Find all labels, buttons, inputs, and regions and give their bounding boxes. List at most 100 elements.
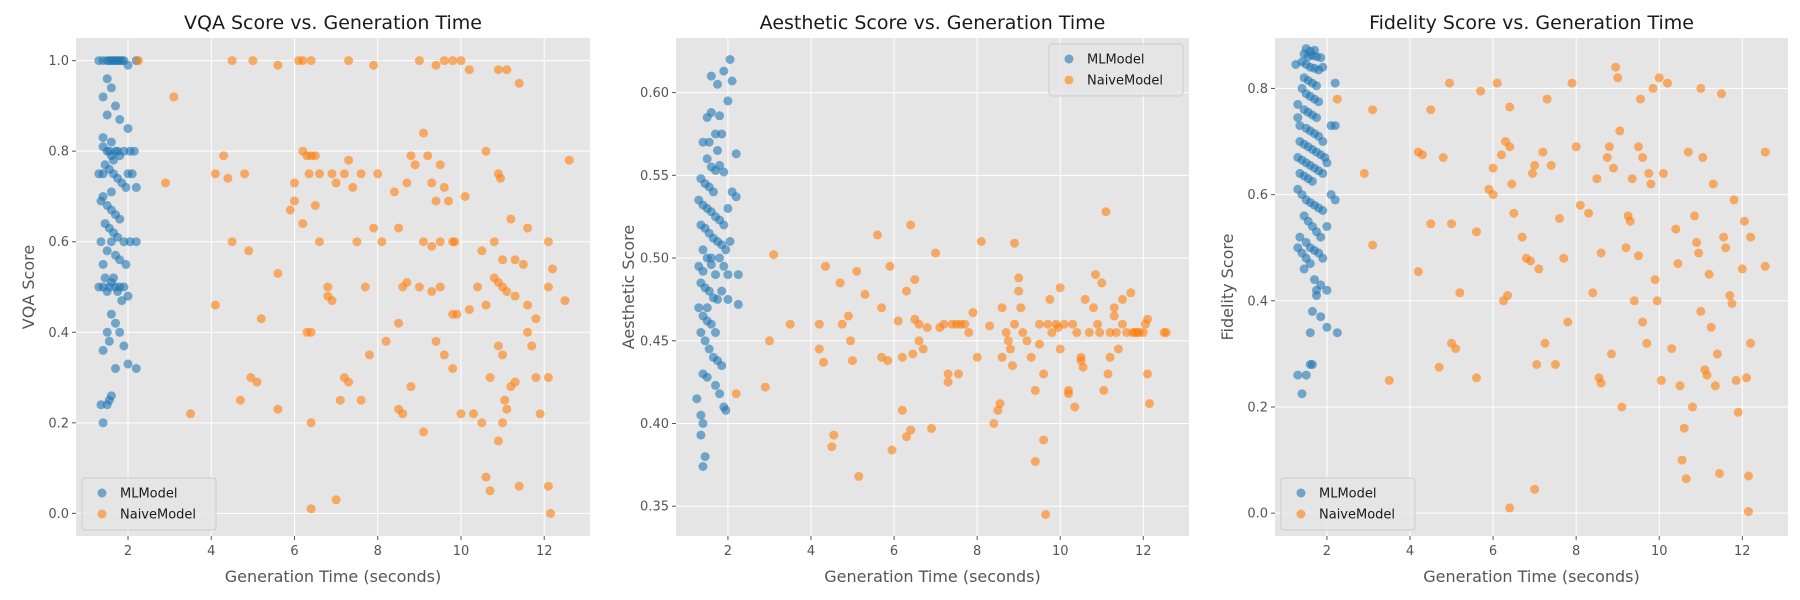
- data-point: [127, 169, 137, 179]
- data-point: [102, 246, 112, 256]
- data-point: [98, 133, 108, 143]
- data-point: [1646, 179, 1656, 189]
- data-point: [1588, 288, 1598, 298]
- data-point: [1322, 285, 1332, 295]
- data-point: [119, 146, 129, 156]
- data-point: [698, 137, 708, 147]
- data-point: [119, 237, 129, 247]
- x-tick-label: 2: [124, 544, 132, 559]
- data-point: [964, 328, 974, 337]
- data-point: [106, 83, 116, 93]
- data-point: [1118, 319, 1127, 329]
- data-point: [339, 169, 349, 179]
- data-point: [1426, 219, 1436, 229]
- legend-label: NaiveModel: [1319, 508, 1395, 523]
- data-point: [1729, 195, 1739, 205]
- data-point: [431, 60, 441, 70]
- data-point: [893, 316, 903, 326]
- data-point: [960, 319, 970, 329]
- data-point: [560, 296, 570, 306]
- y-tick-label: 0.6: [48, 235, 69, 250]
- data-point: [315, 237, 324, 247]
- data-point: [119, 341, 129, 351]
- chart-panel-3: 2 4 6 8 10 12 0.0 0.2 0.4 0.6 0.8 Fidelity Score vs…: [1218, 12, 1788, 586]
- data-point: [1629, 296, 1639, 306]
- y-axis-label: Aesthetic Score: [619, 225, 638, 350]
- data-point: [1039, 435, 1049, 445]
- data-point: [344, 155, 354, 165]
- data-point: [733, 270, 743, 280]
- data-point: [1080, 294, 1090, 304]
- data-point: [1744, 471, 1753, 481]
- data-point: [356, 169, 366, 179]
- y-tick-label: 0.35: [640, 500, 669, 515]
- data-point: [381, 336, 391, 346]
- data-point: [109, 155, 118, 165]
- data-point: [1704, 269, 1714, 279]
- data-point: [1293, 99, 1303, 109]
- data-point: [1059, 319, 1069, 329]
- y-tick-label: 0.8: [1247, 82, 1268, 97]
- data-point: [843, 311, 853, 321]
- data-point: [1332, 328, 1342, 338]
- data-point: [435, 282, 445, 292]
- x-tick-label: 4: [807, 544, 815, 559]
- data-point: [731, 389, 741, 399]
- x-tick-label: 2: [1323, 544, 1331, 559]
- y-tick-label: 0.60: [640, 86, 669, 101]
- data-point: [719, 167, 729, 177]
- data-point: [1617, 402, 1627, 412]
- data-point: [493, 436, 503, 446]
- data-point: [435, 237, 445, 247]
- data-point: [706, 319, 716, 329]
- data-point: [887, 445, 897, 455]
- data-point: [698, 419, 708, 428]
- data-point: [1746, 338, 1756, 348]
- data-point: [394, 318, 404, 328]
- data-point: [1584, 208, 1594, 218]
- data-point: [835, 278, 845, 288]
- data-point: [186, 409, 195, 419]
- x-axis-label: Generation Time (seconds): [824, 567, 1040, 586]
- data-point: [115, 214, 125, 224]
- y-tick-label: 0.2: [1247, 400, 1268, 415]
- data-point: [1650, 275, 1660, 285]
- y-tick-label: 0.6: [1247, 188, 1268, 203]
- data-point: [1710, 381, 1720, 391]
- data-point: [1035, 319, 1044, 329]
- data-point: [419, 237, 428, 247]
- data-point: [723, 294, 733, 304]
- data-point: [1316, 53, 1326, 63]
- x-tick-label: 6: [1489, 544, 1497, 559]
- data-point: [1634, 142, 1643, 152]
- data-point: [535, 409, 545, 419]
- data-point: [1509, 208, 1519, 218]
- data-point: [523, 223, 533, 233]
- data-point: [908, 349, 918, 359]
- data-point: [704, 286, 714, 296]
- data-point: [927, 424, 936, 433]
- data-point: [1008, 361, 1017, 371]
- data-point: [852, 266, 862, 276]
- data-point: [1546, 160, 1556, 170]
- data-point: [402, 178, 412, 188]
- data-point: [502, 404, 512, 414]
- data-point: [1550, 360, 1560, 369]
- data-point: [1727, 299, 1737, 308]
- data-point: [1014, 273, 1024, 283]
- data-point: [733, 299, 743, 309]
- data-point: [435, 160, 445, 170]
- data-point: [1368, 105, 1378, 115]
- data-point: [273, 268, 283, 278]
- data-point: [1472, 373, 1481, 383]
- data-point: [1307, 306, 1317, 316]
- data-point: [1505, 102, 1515, 112]
- data-point: [1045, 294, 1055, 304]
- data-point: [715, 160, 725, 170]
- data-point: [111, 101, 120, 111]
- data-point: [460, 192, 470, 201]
- data-point: [1760, 261, 1770, 271]
- data-point: [1698, 153, 1708, 162]
- data-point: [464, 65, 474, 75]
- data-point: [1138, 328, 1148, 337]
